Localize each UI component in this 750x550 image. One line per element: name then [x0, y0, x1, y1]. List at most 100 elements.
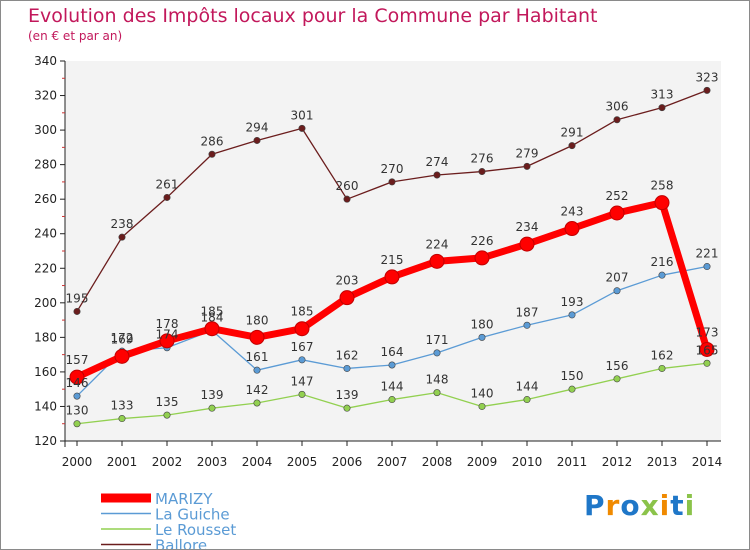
- x-tick-label: 2000: [62, 455, 93, 469]
- data-label: 144: [516, 380, 539, 394]
- data-label: 162: [651, 348, 674, 362]
- data-point: [294, 321, 310, 337]
- data-point: [523, 396, 531, 404]
- data-point: [433, 171, 441, 179]
- y-tick-label: 340: [34, 54, 57, 68]
- legend-label: Le Rousset: [155, 521, 236, 539]
- data-label: 224: [426, 237, 449, 251]
- data-label: 216: [651, 255, 674, 269]
- x-tick-label: 2002: [152, 455, 183, 469]
- data-point: [253, 399, 261, 407]
- y-tick-label: 240: [34, 227, 57, 241]
- data-label: 203: [336, 274, 359, 288]
- data-point: [118, 415, 126, 423]
- data-point: [613, 375, 621, 383]
- data-point: [163, 193, 171, 201]
- y-tick-label: 300: [34, 123, 57, 137]
- data-label: 226: [471, 234, 494, 248]
- x-tick-label: 2001: [107, 455, 138, 469]
- data-label: 286: [201, 134, 224, 148]
- data-point: [564, 221, 580, 237]
- logo-letter: t: [670, 489, 685, 522]
- data-point: [523, 321, 531, 329]
- data-label: 238: [111, 217, 134, 231]
- data-label: 162: [336, 348, 359, 362]
- data-point: [343, 364, 351, 372]
- data-point: [433, 349, 441, 357]
- data-label: 173: [696, 325, 719, 339]
- data-point: [703, 86, 711, 94]
- y-tick-label: 120: [34, 434, 57, 448]
- logo-letter: x: [640, 489, 660, 522]
- data-point: [654, 195, 670, 211]
- data-point: [249, 329, 265, 345]
- data-point: [523, 162, 531, 170]
- legend-label: MARIZY: [155, 490, 213, 508]
- data-point: [609, 205, 625, 221]
- data-label: 148: [426, 373, 449, 387]
- data-label: 171: [426, 333, 449, 347]
- x-tick-label: 2003: [197, 455, 228, 469]
- data-label: 306: [606, 100, 629, 114]
- data-label: 258: [651, 179, 674, 193]
- logo-letter: i: [684, 489, 696, 522]
- data-label: 294: [246, 120, 269, 134]
- data-label: 140: [471, 386, 494, 400]
- data-point: [163, 411, 171, 419]
- data-point: [114, 348, 130, 364]
- y-tick-label: 260: [34, 192, 57, 206]
- data-point: [613, 287, 621, 295]
- data-point: [388, 178, 396, 186]
- data-point: [433, 389, 441, 397]
- data-label: 207: [606, 271, 629, 285]
- data-label: 252: [606, 189, 629, 203]
- data-label: 291: [561, 126, 584, 140]
- plot-area: [65, 61, 721, 441]
- data-label: 167: [291, 340, 314, 354]
- y-tick-label: 180: [34, 330, 57, 344]
- data-point: [343, 404, 351, 412]
- data-point: [69, 369, 85, 385]
- y-tick-label: 280: [34, 158, 57, 172]
- data-point: [658, 271, 666, 279]
- data-point: [208, 150, 216, 158]
- data-label: 279: [516, 146, 539, 160]
- y-tick-label: 140: [34, 399, 57, 413]
- data-label: 164: [381, 345, 404, 359]
- data-label: 169: [111, 332, 134, 346]
- data-label: 133: [111, 399, 134, 413]
- data-label: 276: [471, 152, 494, 166]
- data-label: 180: [471, 317, 494, 331]
- data-point: [388, 396, 396, 404]
- proxiti-logo: Proxiti: [584, 489, 695, 522]
- data-point: [253, 136, 261, 144]
- data-point: [478, 333, 486, 341]
- legend-label: Ballore: [155, 537, 207, 550]
- data-point: [703, 359, 711, 367]
- data-label: 144: [381, 380, 404, 394]
- data-point: [613, 116, 621, 124]
- data-label: 187: [516, 305, 539, 319]
- data-label: 234: [516, 220, 539, 234]
- data-label: 161: [246, 350, 269, 364]
- x-tick-label: 2007: [377, 455, 408, 469]
- data-label: 130: [66, 404, 89, 418]
- data-point: [343, 195, 351, 203]
- logo-letter: r: [605, 489, 621, 522]
- data-label: 180: [246, 313, 269, 327]
- x-tick-label: 2006: [332, 455, 363, 469]
- x-tick-label: 2009: [467, 455, 498, 469]
- data-point: [478, 402, 486, 410]
- data-label: 142: [246, 383, 269, 397]
- data-label: 301: [291, 108, 314, 122]
- data-point: [568, 385, 576, 393]
- data-label: 139: [336, 388, 359, 402]
- logo-letter: P: [584, 489, 606, 522]
- data-label: 150: [561, 369, 584, 383]
- x-tick-label: 2005: [287, 455, 318, 469]
- chart-title: Evolution des Impôts locaux pour la Comm…: [28, 5, 598, 27]
- x-tick-label: 2008: [422, 455, 453, 469]
- data-label: 184: [201, 310, 224, 324]
- x-tick-label: 2010: [512, 455, 543, 469]
